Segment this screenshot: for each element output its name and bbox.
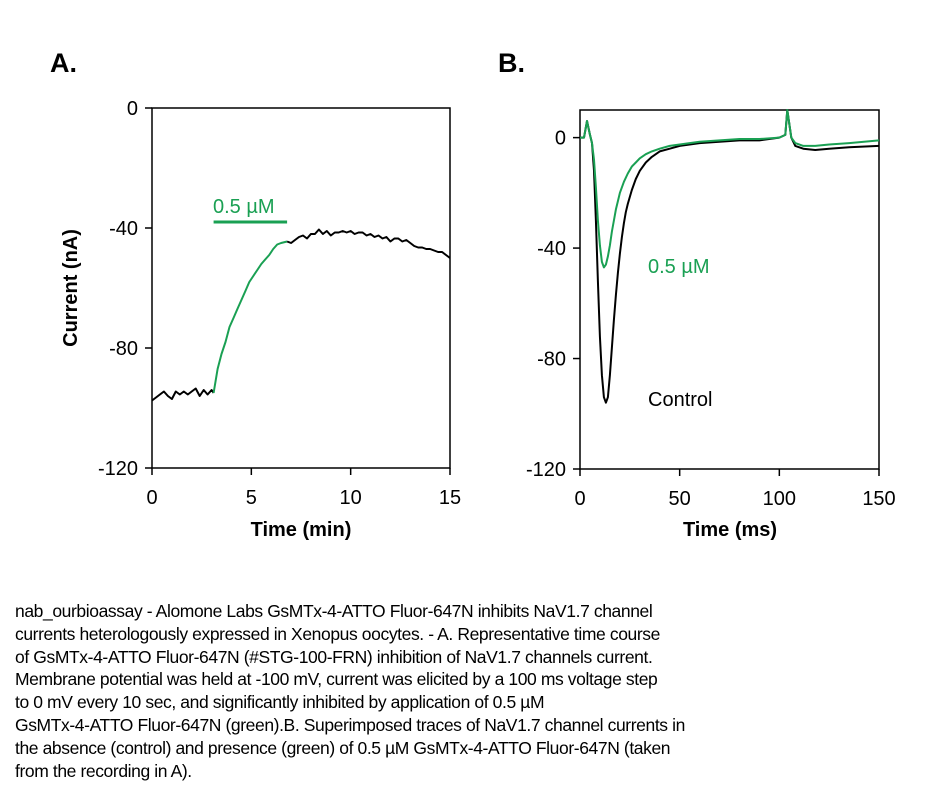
figure-caption: nab_ourbioassay - Alomone Labs GsMTx-4-A… bbox=[15, 600, 895, 782]
y-tick-label: -120 bbox=[98, 458, 138, 480]
panel-a-series bbox=[151, 228, 451, 402]
caption-line: the absence (control) and presence (gree… bbox=[15, 737, 671, 758]
panel-a-plot-frame bbox=[151, 107, 451, 469]
x-tick-label: 100 bbox=[763, 488, 796, 510]
x-tick-label: 5 bbox=[246, 487, 257, 509]
panel-b: B. 0-40-80-120 0 50 100 150 0.5 µM Control … bbox=[498, 48, 896, 541]
panel-b-y-ticks: 0 -40 -80 -120 bbox=[526, 128, 580, 481]
y-tick-label: -80 bbox=[109, 338, 138, 360]
y-tick-label: -120 bbox=[526, 459, 566, 481]
panel-b-series bbox=[580, 109, 880, 404]
y-tick-label: 0 bbox=[127, 98, 138, 120]
y-tick-label: -40 bbox=[109, 218, 138, 240]
x-tick-label: 0 bbox=[146, 487, 157, 509]
caption-line: to 0 mV every 10 sec, and significantly … bbox=[15, 692, 545, 713]
figure: A. 0-40-80-120 0 5 10 15 0.5 µM Time (min) … bbox=[50, 48, 896, 541]
caption-line: of GsMTx-4-ATTO Fluor-647N (#STG-100-FRN… bbox=[15, 646, 653, 667]
panel-b-control-label: Control bbox=[648, 389, 712, 411]
series-line-0-5-m bbox=[580, 109, 880, 269]
caption-line: nab_ourbioassay - Alomone Labs GsMTx-4-A… bbox=[15, 601, 653, 621]
panel-a-application-label: 0.5 µM bbox=[213, 196, 275, 218]
x-tick-label: 0 bbox=[574, 488, 585, 510]
x-tick-label: 50 bbox=[669, 488, 691, 510]
series-line-control bbox=[580, 109, 880, 404]
panel-b-x-axis-label: Time (ms) bbox=[683, 519, 777, 541]
panel-a-y-ticks: 0 -40 -80 -120 bbox=[98, 98, 152, 480]
panel-b-treatment-label: 0.5 µM bbox=[648, 256, 710, 278]
caption-line: currents heterologously expressed in Xen… bbox=[15, 623, 660, 644]
y-tick-label: 0 bbox=[555, 128, 566, 150]
x-tick-label: 10 bbox=[340, 487, 362, 509]
series-line-washout bbox=[286, 228, 451, 259]
panel-b-label: B. bbox=[498, 48, 525, 78]
panel-a-x-ticks: 0 5 10 15 bbox=[146, 468, 461, 509]
x-tick-label: 150 bbox=[862, 488, 895, 510]
panel-a: A. 0-40-80-120 0 5 10 15 0.5 µM Time (min) … bbox=[50, 48, 461, 541]
panel-a-x-axis-label: Time (min) bbox=[251, 519, 352, 541]
series-line-0-5-m bbox=[212, 240, 288, 394]
panel-b-plot-frame bbox=[579, 109, 880, 470]
caption-line: Membrane potential was held at -100 mV, … bbox=[15, 669, 658, 690]
caption-line: GsMTx-4-ATTO Fluor-647N (green).B. Super… bbox=[15, 714, 685, 735]
panel-a-y-axis-label: Current (nA) bbox=[60, 229, 82, 347]
caption-line: from the recording in A). bbox=[15, 760, 192, 781]
y-tick-label: -40 bbox=[537, 238, 566, 260]
x-tick-label: 15 bbox=[439, 487, 461, 509]
y-tick-label: -80 bbox=[537, 349, 566, 371]
series-line-control-before bbox=[151, 387, 215, 402]
panel-b-x-ticks: 0 50 100 150 bbox=[574, 469, 896, 510]
panel-a-label: A. bbox=[50, 48, 77, 78]
